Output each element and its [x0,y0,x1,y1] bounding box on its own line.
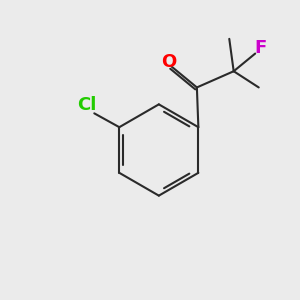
Text: Cl: Cl [77,96,97,114]
Text: O: O [161,52,176,70]
Text: F: F [254,39,266,57]
